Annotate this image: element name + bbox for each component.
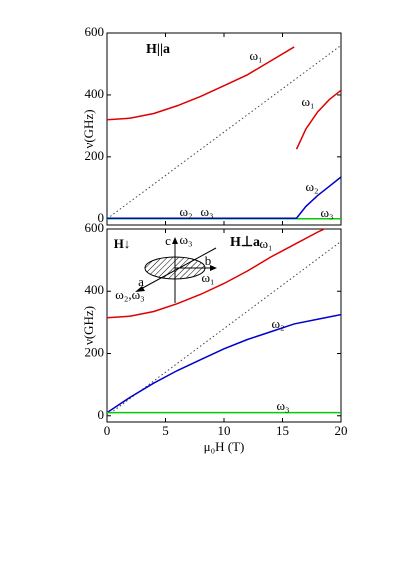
y-tick-label: 600 [85,24,105,39]
panel-title: H||a [146,42,170,57]
series-label: ω₁ [249,48,262,63]
arrow-head [135,286,145,292]
y-tick-label: 400 [85,282,105,297]
y-tick-label: 400 [85,86,105,101]
series-label: ω₂ [179,204,192,219]
annotation: ω₂,ω₃ [115,287,144,302]
series-line [107,46,341,150]
y-tick-label: 600 [85,220,105,235]
arrow-head [210,265,217,271]
x-axis-label: μ₀H (T) [204,439,245,454]
series-label: ω₁ [301,94,314,109]
series-line [107,241,341,417]
series-label: ω₃ [320,205,333,220]
annotation: H↓ [114,236,131,251]
x-tick-label: 0 [104,423,111,438]
annotation: ω₁ [201,270,214,285]
series-label: ω₃ [276,398,289,413]
series-line [107,176,341,219]
arrow-head [172,237,178,244]
series-line [107,44,341,220]
plot-frame [106,228,342,423]
annotation: a [138,274,144,289]
series-line [107,313,341,414]
a-axis [138,247,217,291]
y-axis-label: ν(GHz) [81,306,96,345]
inset-diagram [135,237,217,303]
y-tick-label: 200 [85,148,105,163]
annotation: ω₃ [179,232,192,247]
panel-title: H⊥a [230,235,260,250]
series-label: ω₂ [271,316,284,331]
y-tick-label: 200 [85,345,105,360]
y-axis-label: ν(GHz) [81,109,96,148]
annotation: b [205,253,212,268]
x-tick-label: 15 [276,423,289,438]
y-tick-label: 0 [98,210,105,225]
x-tick-label: 10 [218,423,231,438]
annotation: c [165,233,171,248]
x-tick-label: 5 [162,423,169,438]
series-label: ω₁ [259,236,272,251]
series-label: ω₂ [305,179,318,194]
x-tick-label: 20 [335,423,348,438]
y-tick-label: 0 [98,407,105,422]
series-label: ω₃ [200,204,213,219]
series-line [107,229,327,319]
